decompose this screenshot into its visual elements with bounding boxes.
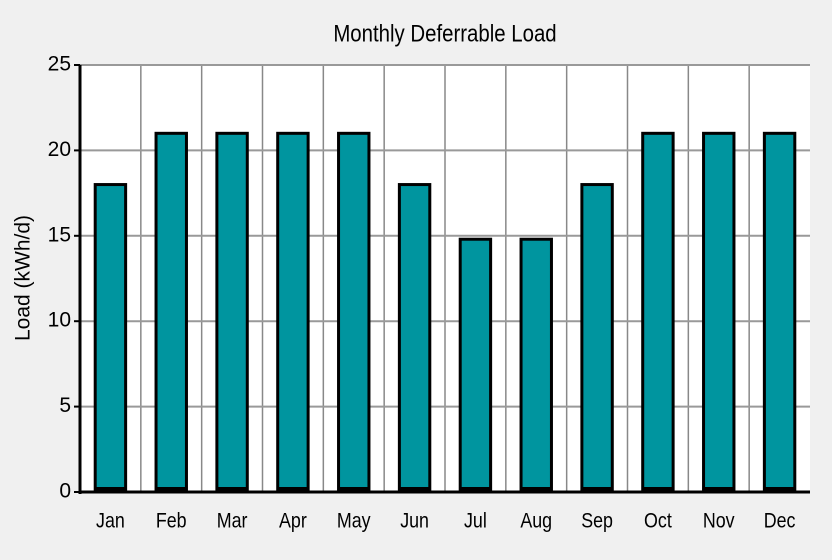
x-tick-label: Dec	[764, 509, 796, 533]
x-tick-label: Aug	[520, 509, 552, 533]
bar	[154, 131, 188, 494]
bar	[519, 237, 553, 494]
bar	[215, 131, 249, 494]
x-tick-label: Mar	[217, 509, 248, 533]
chart-title: Monthly Deferrable Load	[333, 20, 556, 47]
x-tick-label: Jun	[400, 509, 429, 533]
y-tick-label: 5	[59, 394, 71, 417]
x-tick-label: Feb	[156, 509, 187, 533]
bar	[580, 183, 614, 494]
bar	[702, 131, 736, 494]
y-tick-label: 15	[48, 223, 71, 246]
bar-base	[95, 487, 126, 492]
bar-base	[399, 487, 430, 492]
y-tick-label: 10	[48, 309, 71, 332]
bar-base	[764, 487, 795, 492]
bar	[641, 131, 675, 494]
x-tick-label: May	[337, 509, 371, 533]
bar-base	[703, 487, 734, 492]
x-tick-label: Nov	[703, 509, 735, 533]
bar-base	[216, 487, 248, 492]
x-tick-label: Sep	[581, 509, 613, 533]
y-axis-label: Load (kWh/d)	[12, 215, 35, 341]
y-tick-label: 0	[59, 480, 71, 503]
bar	[762, 131, 797, 494]
bar-base	[277, 487, 309, 492]
bar	[397, 183, 432, 494]
x-tick-label: Oct	[644, 509, 672, 533]
bar	[276, 131, 310, 494]
x-tick-label: Jul	[464, 509, 487, 533]
bar-base	[521, 487, 552, 492]
bar-base	[156, 487, 187, 492]
bar	[93, 183, 128, 494]
y-tick-label: 20	[48, 138, 71, 161]
bar-base	[581, 487, 613, 492]
bar	[458, 237, 493, 494]
bar-base	[460, 487, 491, 492]
x-tick-label: Jan	[96, 509, 125, 533]
y-tick-label: 25	[48, 53, 71, 76]
bar	[337, 131, 371, 494]
bar-base	[642, 487, 674, 492]
x-tick-label: Apr	[279, 509, 307, 533]
bar-base	[338, 487, 369, 492]
